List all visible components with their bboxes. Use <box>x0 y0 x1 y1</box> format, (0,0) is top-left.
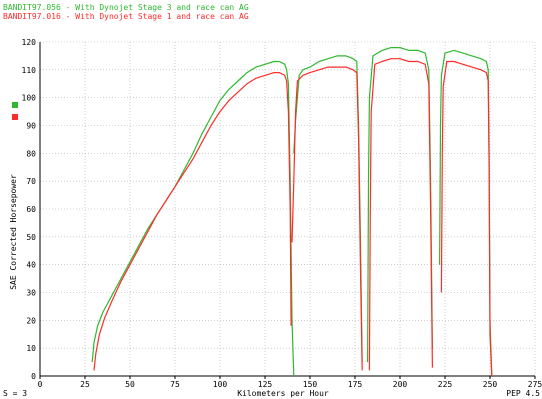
x-axis-title: Kilometers per Hour <box>237 389 329 398</box>
x-tick-label: 125 <box>258 380 273 389</box>
y-tick-label: 20 <box>26 316 36 325</box>
y-tick-label: 10 <box>26 344 36 353</box>
y-tick-label: 30 <box>26 289 36 298</box>
x-tick-label: 200 <box>393 380 408 389</box>
series-line-segment <box>291 66 363 371</box>
x-tick-label: 225 <box>438 380 453 389</box>
y-tick-label: 80 <box>26 149 36 158</box>
series-lines <box>91 46 493 377</box>
x-tick-label: 50 <box>125 380 135 389</box>
series-line-segment <box>367 46 433 363</box>
legend-marker-red <box>12 114 18 120</box>
y-tick-label: 40 <box>26 261 36 270</box>
y-tick-label: 0 <box>31 372 36 381</box>
legend-entry: BANDIT97.056 - With Dynojet Stage 3 and … <box>3 3 249 12</box>
y-tick-label: 70 <box>26 177 36 186</box>
footer-right: PEP 4.5 <box>506 389 540 398</box>
footer-left: S = 3 <box>3 389 27 398</box>
x-tick-label: 25 <box>80 380 90 389</box>
x-tick-label: 275 <box>528 380 542 389</box>
y-tick-label: 110 <box>22 66 37 75</box>
series-line-segment <box>368 58 433 371</box>
y-tick-label: 100 <box>22 94 37 103</box>
y-tick-label: 90 <box>26 122 36 131</box>
series-line-segment <box>93 71 292 371</box>
x-tick-label: 100 <box>213 380 228 389</box>
y-tick-label: 120 <box>22 38 37 47</box>
y-axis-title: SAE Corrected Horsepower <box>9 174 18 290</box>
series-line-segment <box>439 49 493 377</box>
x-tick-label: 175 <box>348 380 363 389</box>
series-stage-1 <box>93 58 493 377</box>
x-tick-label: 150 <box>303 380 318 389</box>
legend-marker-green <box>12 102 18 108</box>
x-tick-label: 75 <box>170 380 180 389</box>
x-tick-label: 250 <box>483 380 498 389</box>
y-tick-label: 60 <box>26 205 36 214</box>
x-tick-label: 0 <box>38 380 43 389</box>
legend: BANDIT97.056 - With Dynojet Stage 3 and … <box>3 3 249 21</box>
y-tick-label: 50 <box>26 233 36 242</box>
series-line-segment <box>440 60 493 377</box>
legend-entry: BANDIT97.016 - With Dynojet Stage 1 and … <box>3 12 249 21</box>
axes: 0 10 20 30 40 50 60 70 80 90 100 110 120 0 25 50 75 100 12… <box>22 38 542 389</box>
series-line-segment <box>91 60 295 377</box>
